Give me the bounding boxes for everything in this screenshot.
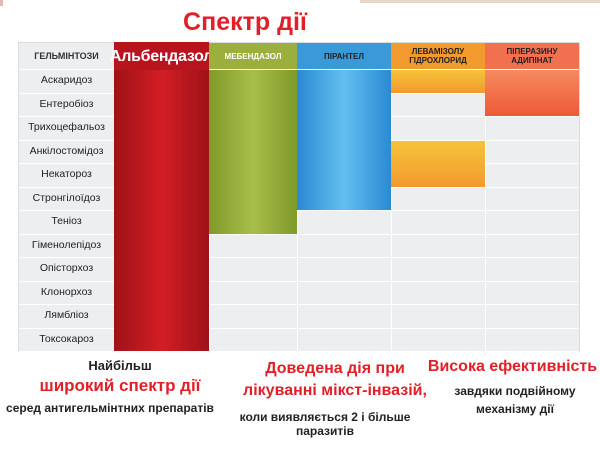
grid-line-vertical [485,43,486,351]
caption-mixed-infections: коли виявляється 2 і більше паразитів [239,410,411,438]
coverage-bar-pirant [297,70,391,210]
row-label: Токсокароз [39,332,94,345]
decorative-line-right [360,0,600,3]
caption-among-drugs: серед антигельмінтних препаратів [6,401,214,415]
caption-wide-spectrum: широкий спектр дії [39,376,201,395]
decorative-line-left [0,0,3,6]
row-label: Анкілостомідоз [29,144,104,157]
coverage-bar-levami [391,140,485,187]
coverage-bar-mebend [209,70,297,234]
column-header-levami: ЛЕВАМІЗОЛУ ГІДРОХЛОРИД [391,43,485,69]
grid-line-horizontal [19,304,579,305]
column-header-first: ГЕЛЬМІНТОЗИ [34,50,99,61]
caption-broadest: Найбільш [88,358,152,373]
row-label: Гіменолепідоз [31,238,102,251]
row-label: Некатороз [41,168,92,180]
coverage-bar-albend [114,70,209,351]
grid-line-horizontal [19,257,579,258]
row-label: Ентеробіоз [39,97,94,110]
page-title: Спектр дії [183,8,307,36]
grid-line-vertical [391,43,392,351]
column-header-albend: Альбендазол [110,42,213,71]
grid-line-horizontal [19,69,579,70]
row-label: Трихоцефальоз [28,121,105,133]
grid-line-horizontal [19,280,579,282]
coverage-bar-levami [391,70,485,93]
column-header-pirant: ПІРАНТЕЛ [297,43,391,69]
column-header-mebend: МЕБЕНДАЗОЛ [209,43,297,69]
coverage-bar-pipera [485,70,579,116]
grid-line-horizontal [19,233,579,235]
grid-line-horizontal [19,327,579,329]
caption-proven-action: Доведена дія при лікуванні мікст-інвазій… [243,360,427,399]
row-label: Стронгілоїдоз [32,191,101,204]
coverage-table: ГЕЛЬМІНТОЗИ Альбендазол МЕБЕНДАЗОЛ ПІРАНТЕЛ… [18,42,580,352]
column-header-pipera: ПІПЕРАЗИНУ АДИПІНАТ [485,43,579,69]
grid-line-horizontal [19,210,579,211]
row-label: Опісторхоз [39,262,94,274]
row-label: Теніоз [51,215,82,227]
row-label: Клонорхоз [40,285,93,298]
row-label: Лямбліоз [44,309,89,321]
row-label: Аскаридоз [40,74,93,86]
grid-line-horizontal [19,351,579,352]
caption-dual-mechanism: завдяки подвійному механізму дії [454,384,576,416]
caption-high-efficiency: Висока ефективність [427,358,598,375]
